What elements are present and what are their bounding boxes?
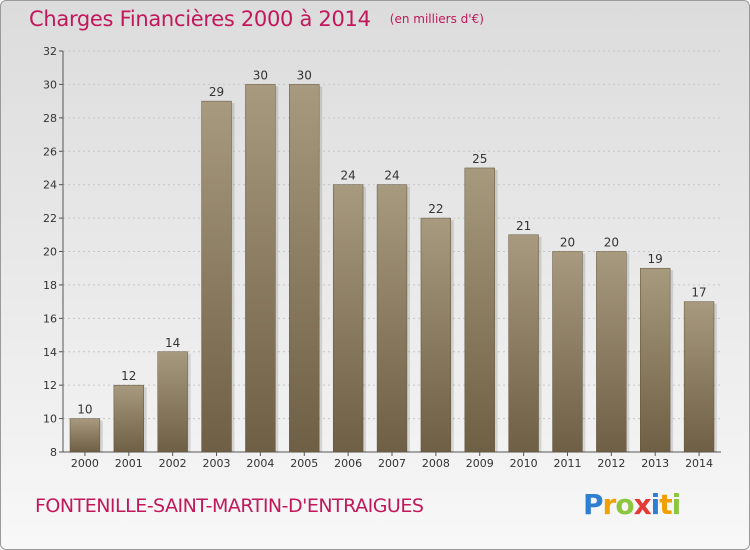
bar [69,418,101,453]
data-label: 24 [340,169,355,183]
data-label: 12 [121,369,136,383]
bar [376,184,408,453]
x-tick-label: 2000 [71,457,99,470]
bar [683,301,715,453]
x-tick-label: 2013 [641,457,669,470]
y-tick-label: 12 [43,379,57,392]
chart-subtitle: (en milliers d'€) [389,12,484,26]
x-tick-label: 2012 [597,457,625,470]
bar [508,234,539,453]
data-label: 22 [428,202,443,216]
data-label: 17 [691,286,706,300]
data-label: 21 [516,219,531,233]
y-tick-label: 10 [43,413,57,426]
x-tick-label: 2004 [246,457,274,470]
y-tick-label: 26 [43,145,57,158]
y-tick-label: 32 [43,45,57,58]
bar [420,217,452,453]
bar [245,84,276,453]
x-tick-label: 2008 [422,457,450,470]
x-tick-label: 2009 [466,457,494,470]
x-tick-label: 2002 [159,457,187,470]
data-label: 30 [253,68,268,82]
x-tick-label: 2001 [115,457,143,470]
y-tick-label: 22 [43,212,57,225]
bar [289,84,320,453]
y-tick-label: 18 [43,279,57,292]
bar [640,267,671,453]
chart-title: Charges Financières 2000 à 2014 [29,7,371,31]
x-tick-label: 2007 [378,457,406,470]
y-tick-label: 16 [43,312,57,325]
bar [464,167,495,453]
data-label: 20 [604,236,619,250]
bar [552,251,583,453]
bar [157,351,188,453]
bar [596,251,627,453]
y-tick-label: 30 [43,78,57,91]
x-tick-label: 2014 [685,457,713,470]
y-tick-label: 8 [50,446,57,459]
x-tick-label: 2006 [334,457,362,470]
bar [332,184,364,453]
data-label: 25 [472,152,487,166]
y-tick-label: 24 [43,179,57,192]
data-label: 14 [165,336,180,350]
y-tick-label: 20 [43,246,57,259]
bar [113,384,144,453]
data-label: 24 [384,169,399,183]
data-label: 29 [209,85,224,99]
data-label: 20 [560,236,575,250]
x-tick-label: 2003 [203,457,231,470]
data-label: 30 [297,68,312,82]
bar [201,100,232,453]
data-label: 10 [77,403,92,417]
title-block: Charges Financières 2000 à 2014 (en mill… [29,7,484,31]
y-tick-label: 14 [43,346,57,359]
x-tick-label: 2011 [553,457,581,470]
x-tick-label: 2005 [290,457,318,470]
commune-name: FONTENILLE-SAINT-MARTIN-D'ENTRAIGUES [35,495,424,517]
y-tick-label: 28 [43,112,57,125]
proxiti-logo[interactable]: Proxiti [583,488,681,521]
data-label: 19 [648,252,663,266]
x-tick-label: 2010 [510,457,538,470]
